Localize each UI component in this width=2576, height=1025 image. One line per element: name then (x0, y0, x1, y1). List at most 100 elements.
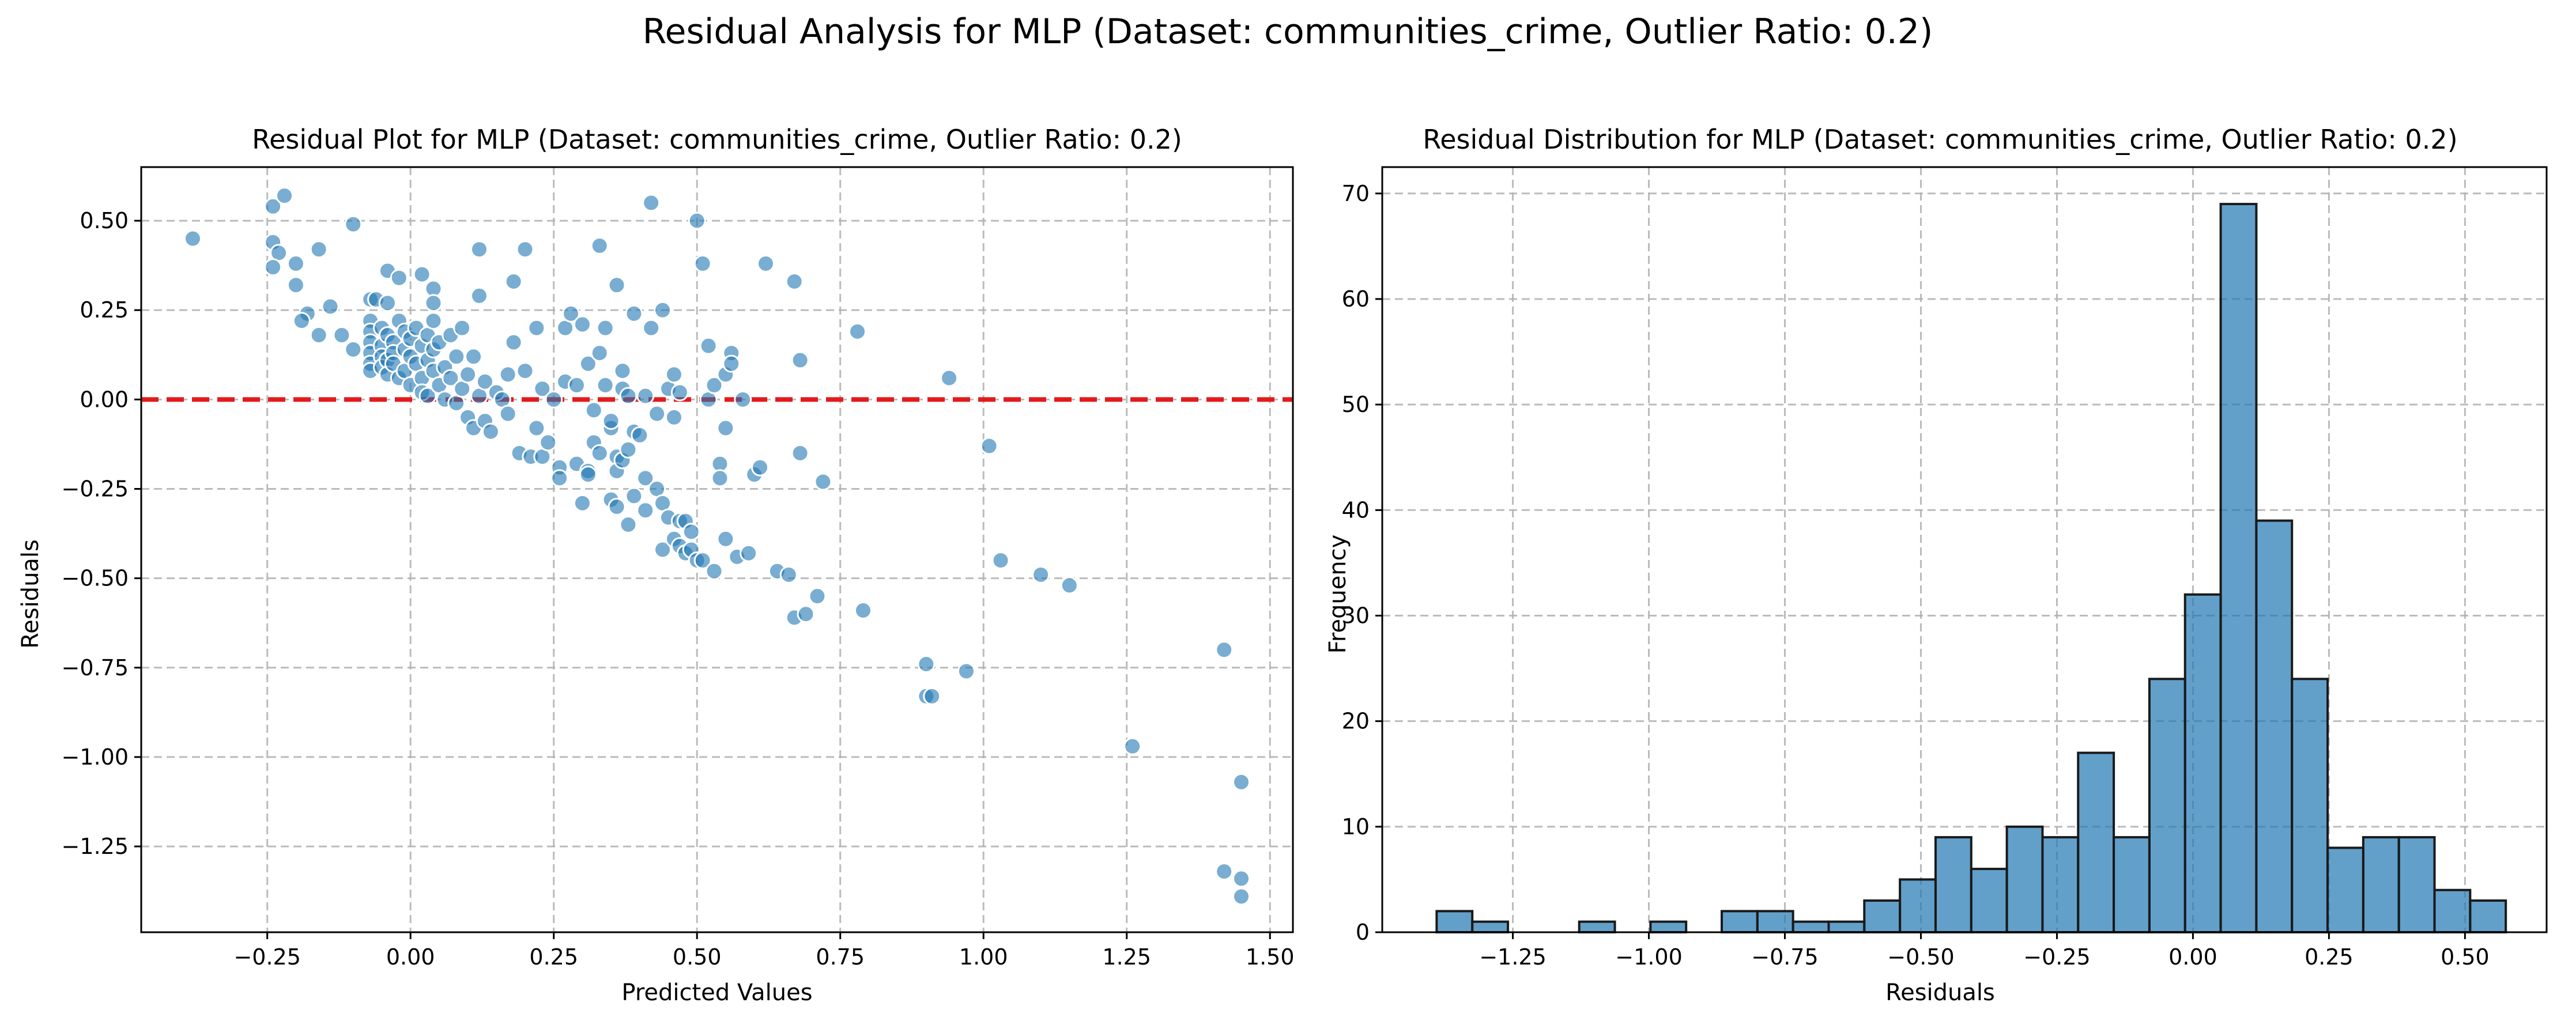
scatter-x-ticks: −0.25 0.00 0.25 0.50 0.75 1.00 1.25 1.50 (233, 932, 1295, 970)
scatter-point (183, 229, 202, 248)
scatter-point (688, 211, 706, 230)
scatter-point (310, 326, 328, 345)
scatter-point (264, 258, 282, 277)
scatter-point (590, 444, 609, 462)
histogram-bar (2077, 751, 2115, 934)
scatter-point (854, 601, 872, 619)
scatter-point (504, 333, 523, 351)
histogram-bar (2113, 836, 2151, 933)
histogram-bar (1899, 878, 1937, 934)
scatter-x-label: Predicted Values (621, 979, 812, 1006)
histogram-bar (2219, 203, 2258, 933)
scatter-point (608, 498, 626, 516)
histogram-x-tick-label: −0.50 (1887, 944, 1954, 970)
scatter-point (654, 301, 672, 319)
scatter-x-tick-label: 0.25 (529, 944, 578, 970)
histogram-y-tick-label: 40 (1342, 497, 1370, 523)
scatter-point (550, 469, 569, 487)
scatter-point (516, 362, 534, 380)
scatter-x-tick-label: 0.00 (386, 944, 435, 970)
scatter-point (533, 380, 552, 398)
scatter-point (310, 240, 328, 259)
histogram-bar (1827, 920, 1866, 933)
scatter-point (1215, 641, 1234, 659)
scatter-x-tick-label: 0.75 (816, 944, 865, 970)
scatter-point (596, 376, 614, 395)
scatter-x-tick-label: 1.50 (1246, 944, 1295, 970)
histogram-bar (2255, 519, 2294, 933)
histogram-y-ticks: 0 10 20 30 40 50 60 70 (1342, 181, 1382, 945)
scatter-point (286, 276, 305, 294)
scatter-point (625, 304, 643, 323)
scatter-point (442, 369, 460, 387)
residual-scatter-plot: Residual Plot for MLP (Dataset: communit… (17, 124, 1295, 1006)
histogram-grid (1382, 167, 2547, 933)
scatter-y-tick-label: −0.50 (62, 566, 129, 591)
scatter-x-tick-label: −0.25 (233, 944, 300, 970)
histogram-bar (1435, 910, 1474, 933)
scatter-point (579, 466, 597, 484)
scatter-point (923, 687, 941, 705)
scatter-point (481, 422, 500, 441)
histogram-y-tick-label: 70 (1342, 181, 1370, 206)
scatter-point (504, 273, 523, 291)
scatter-point (584, 401, 603, 419)
scatter-point (1232, 869, 1251, 888)
scatter-point (705, 376, 723, 395)
scatter-point (499, 404, 517, 423)
scatter-point (665, 408, 683, 426)
scatter-point (602, 412, 620, 430)
scatter-point (590, 344, 609, 362)
histogram-bar (2148, 678, 2186, 934)
scatter-point (705, 562, 723, 580)
scatter-point (791, 444, 809, 462)
scatter-y-tick-label: −0.75 (62, 655, 129, 680)
histogram-bar (2326, 846, 2364, 933)
histogram-x-tick-label: −0.25 (2023, 944, 2090, 970)
scatter-point (619, 516, 638, 534)
scatter-point (682, 523, 700, 541)
scatter-point (527, 319, 546, 337)
scatter-point (917, 655, 936, 674)
scatter-y-tick-label: 0.50 (80, 208, 129, 233)
scatter-point (619, 387, 638, 405)
scatter-points (183, 187, 1251, 906)
scatter-point (619, 440, 638, 459)
scatter-point (292, 312, 311, 330)
scatter-point (791, 351, 809, 369)
histogram-bar (1721, 910, 1759, 933)
scatter-x-tick-label: 0.50 (673, 944, 722, 970)
scatter-grid (141, 167, 1293, 932)
histogram-bar (1756, 910, 1794, 933)
scatter-point (567, 376, 586, 395)
scatter-point (390, 268, 408, 287)
histogram-bar (2397, 836, 2436, 933)
scatter-point (991, 551, 1010, 570)
scatter-point (264, 197, 282, 215)
histogram-x-tick-label: −0.75 (1751, 944, 1818, 970)
histogram-bar (1970, 868, 2008, 934)
scatter-point (596, 319, 614, 337)
histogram-y-tick-label: 0 (1356, 920, 1370, 945)
scatter-point (957, 662, 975, 680)
scatter-point (642, 319, 661, 337)
scatter-point (418, 387, 437, 405)
scatter-point (545, 390, 563, 409)
histogram-bar (2362, 836, 2400, 933)
histogram-bar (1863, 899, 1902, 933)
scatter-point (670, 383, 689, 402)
histogram-x-ticks: −1.25 −1.00 −0.75 −0.50 −0.25 0.00 0.25 0.50 (1479, 932, 2490, 970)
scatter-point (470, 286, 488, 305)
scatter-point (276, 187, 294, 205)
scatter-point (333, 326, 351, 345)
scatter-point (499, 365, 517, 384)
scatter-point (453, 319, 472, 337)
scatter-y-label: Residuals (17, 539, 44, 649)
scatter-point (573, 494, 591, 512)
scatter-point (1060, 576, 1078, 595)
histogram-y-label: Frequency (1325, 535, 1351, 654)
histogram-bar (1649, 920, 1688, 933)
histogram-bar (2469, 899, 2507, 933)
histogram-bar (1578, 920, 1616, 933)
